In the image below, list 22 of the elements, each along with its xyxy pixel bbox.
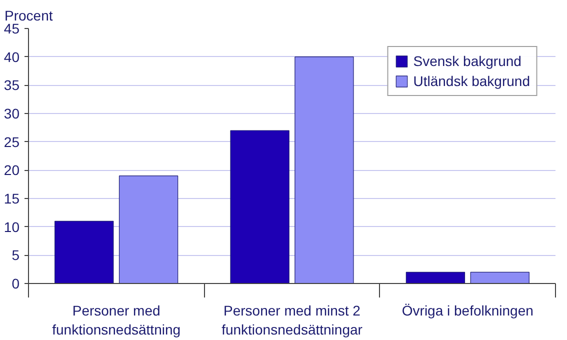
y-tick-label: 40: [4, 48, 20, 65]
x-tick-label: Övriga i befolkningen: [402, 302, 534, 318]
legend-label: Utländsk bakgrund: [413, 73, 530, 89]
y-tick-label: 20: [4, 162, 20, 178]
bar: [470, 272, 530, 284]
y-tick-label: 15: [4, 190, 20, 206]
y-tick-label: 30: [4, 106, 20, 122]
y-tick-label: 25: [4, 134, 20, 150]
y-tick-label: 10: [4, 218, 20, 235]
bar: [294, 56, 354, 284]
legend-label: Svensk bakgrund: [413, 53, 522, 69]
x-tick-label: Personer med minst 2 funktionsnedsättningar: [222, 302, 363, 338]
y-tick-label: 5: [12, 247, 20, 264]
bar: [230, 130, 290, 284]
x-tick-label: Personer med funktionsnedsättning: [52, 302, 181, 338]
y-axis-title: Procent: [4, 8, 53, 24]
y-tick-label: 0: [12, 276, 20, 292]
y-tick-label: 35: [4, 77, 20, 94]
y-tick-label: 45: [4, 20, 20, 36]
bar: [406, 272, 466, 284]
bar: [118, 176, 178, 284]
bar: [54, 220, 114, 284]
